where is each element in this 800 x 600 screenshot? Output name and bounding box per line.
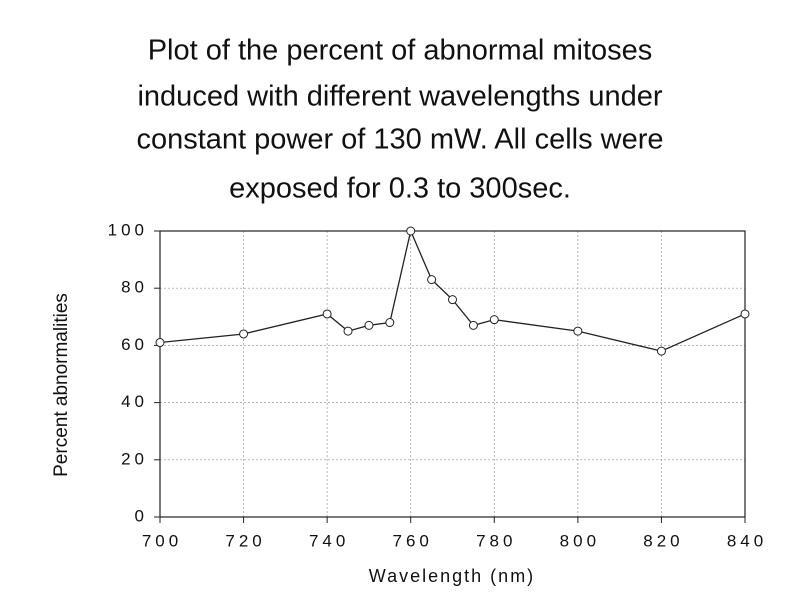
x-tick-label: 840 bbox=[727, 531, 767, 550]
x-tick-label: 720 bbox=[225, 531, 265, 550]
x-axis-label: Wavelength (nm) bbox=[369, 566, 535, 586]
data-point bbox=[740, 309, 750, 319]
data-point bbox=[364, 320, 374, 330]
data-point bbox=[448, 295, 457, 305]
x-tick-label: 740 bbox=[309, 531, 349, 550]
y-tick-label: 40 bbox=[121, 392, 148, 411]
y-tick-label: 0 bbox=[135, 506, 148, 525]
data-point bbox=[385, 318, 395, 328]
x-tick-label: 820 bbox=[643, 531, 683, 550]
data-point bbox=[239, 329, 249, 339]
x-tick-label: 760 bbox=[393, 531, 433, 550]
x-tick-label: 700 bbox=[142, 531, 182, 550]
chart-title: constant power of 130 mW. All cells were bbox=[136, 124, 663, 156]
chart-title: Plot of the percent of abnormal mitoses bbox=[148, 35, 653, 67]
data-point bbox=[155, 338, 165, 348]
chart-title: induced with different wavelengths under bbox=[137, 81, 662, 113]
data-point bbox=[427, 275, 437, 285]
plot-frame bbox=[159, 230, 746, 518]
data-point bbox=[489, 315, 499, 325]
data-point bbox=[468, 320, 478, 330]
y-tick-label: 100 bbox=[108, 220, 148, 239]
y-tick-label: 60 bbox=[121, 335, 148, 354]
y-axis-label: Percent abnormalities bbox=[51, 293, 72, 477]
data-point bbox=[573, 326, 583, 336]
data-point bbox=[656, 346, 666, 356]
x-tick-label: 800 bbox=[560, 531, 600, 550]
data-point bbox=[322, 309, 332, 319]
y-tick-label: 20 bbox=[121, 449, 148, 468]
data-point bbox=[343, 326, 353, 336]
data-point bbox=[406, 226, 416, 236]
x-tick-label: 780 bbox=[476, 531, 516, 550]
chart-title: exposed for 0.3 to 300sec. bbox=[229, 173, 571, 205]
y-tick-label: 80 bbox=[121, 278, 148, 297]
data-line bbox=[159, 228, 746, 352]
